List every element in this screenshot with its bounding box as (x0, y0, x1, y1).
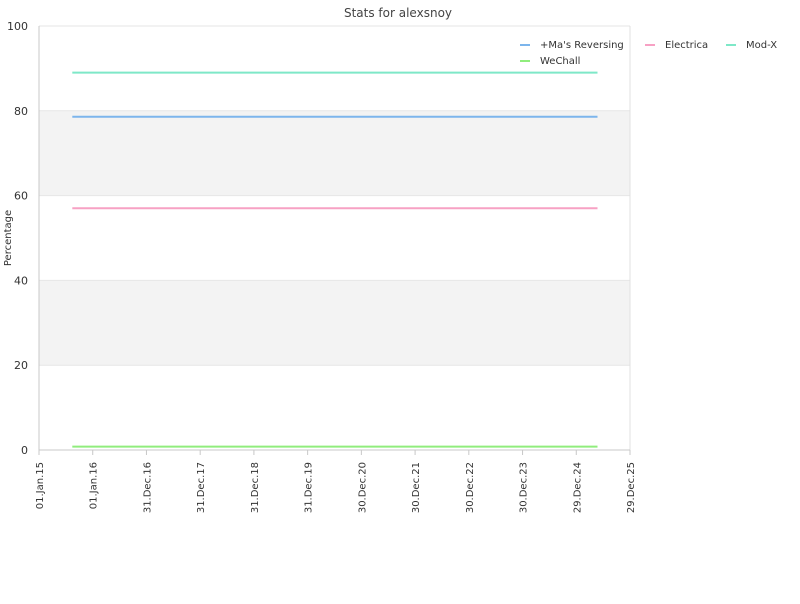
x-tick-label: 31.Dec.16 (142, 462, 153, 513)
x-tick-label: 30.Dec.21 (411, 462, 422, 513)
x-tick-label: 30.Dec.23 (519, 462, 530, 513)
x-tick-label: 29.Dec.25 (626, 462, 637, 513)
x-tick-labels: 01.Jan.15 01.Jan.16 31.Dec.16 31.Dec.17 31.D… (35, 450, 637, 513)
chart-title: Stats for alexsnoy (344, 6, 452, 20)
y-axis-label: Percentage (3, 210, 14, 266)
legend: +Ma's Reversing Electrica Mod-X WeChall (520, 40, 777, 67)
x-tick-label: 29.Dec.24 (572, 462, 583, 513)
y-tick-label: 60 (14, 190, 28, 203)
y-tick-label: 20 (14, 359, 28, 372)
x-tick-label: 31.Dec.17 (196, 462, 207, 513)
y-tick-labels: 0 20 40 60 80 100 (7, 20, 28, 457)
y-tick-label: 80 (14, 105, 28, 118)
y-tick-label: 40 (14, 274, 28, 287)
legend-label: WeChall (540, 56, 580, 67)
plot-band (39, 110, 630, 196)
x-tick-label: 30.Dec.22 (465, 462, 476, 513)
legend-label: Electrica (665, 40, 708, 51)
y-tick-label: 0 (21, 444, 28, 457)
plot-bands (39, 110, 630, 366)
x-tick-label: 31.Dec.18 (250, 462, 261, 513)
plot-band (39, 280, 630, 366)
x-tick-label: 01.Jan.15 (35, 462, 46, 509)
legend-label: +Ma's Reversing (540, 40, 624, 51)
grid-lines (39, 25, 630, 451)
x-tick-label: 01.Jan.16 (89, 462, 100, 509)
x-tick-label: 31.Dec.19 (304, 462, 315, 513)
axes (38, 26, 631, 451)
x-tick-label: 30.Dec.20 (357, 462, 368, 513)
legend-label: Mod-X (746, 40, 777, 51)
y-tick-label: 100 (7, 20, 28, 33)
series-lines (72, 71, 598, 448)
